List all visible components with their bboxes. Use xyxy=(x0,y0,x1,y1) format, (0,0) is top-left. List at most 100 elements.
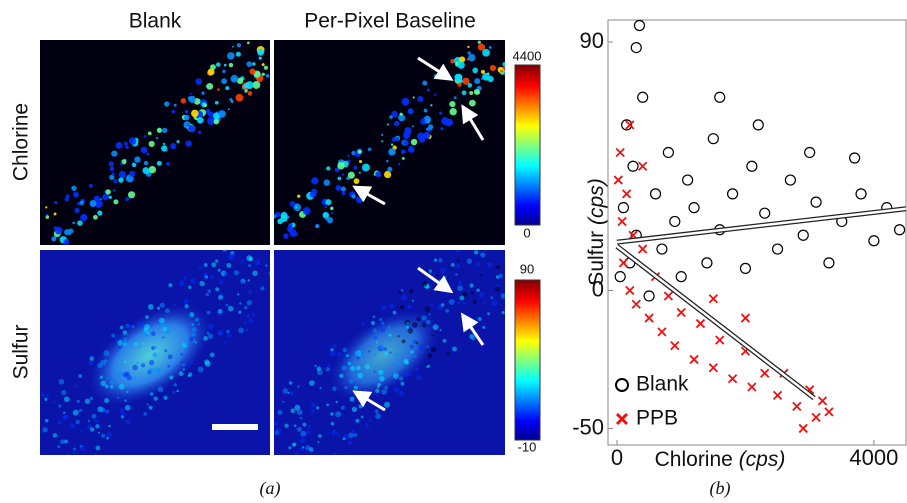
speckle xyxy=(330,347,334,352)
speckle xyxy=(240,258,245,263)
speckle xyxy=(428,313,431,316)
speckle xyxy=(207,68,215,76)
point xyxy=(792,401,802,412)
speckle xyxy=(467,51,471,55)
speckle xyxy=(305,445,311,450)
speckle xyxy=(283,233,289,239)
speckle xyxy=(457,82,462,87)
speckle xyxy=(397,162,401,166)
speckle xyxy=(423,282,428,287)
speckle xyxy=(269,289,270,292)
speckle xyxy=(289,391,295,396)
row-title: Chlorine xyxy=(10,103,33,181)
speckle xyxy=(64,439,68,444)
speckle xyxy=(506,273,510,277)
speckle xyxy=(386,123,389,126)
image xyxy=(40,40,270,245)
speckle xyxy=(456,263,461,268)
speckle xyxy=(189,312,195,318)
speckle xyxy=(88,183,93,188)
speckle xyxy=(123,360,127,364)
speckle xyxy=(92,214,98,220)
point xyxy=(771,243,784,255)
speckle xyxy=(282,388,288,394)
speckle xyxy=(300,447,304,451)
speckle xyxy=(247,289,250,292)
speckle xyxy=(99,198,102,201)
speckle xyxy=(239,302,242,305)
speckle xyxy=(146,152,150,156)
speckle xyxy=(315,224,320,229)
speckle xyxy=(425,363,429,366)
speckle xyxy=(413,354,417,358)
arrow xyxy=(417,56,454,81)
speckle xyxy=(247,91,253,96)
arrows xyxy=(352,56,485,412)
speckle xyxy=(224,272,229,277)
speckle xyxy=(353,165,358,170)
speckle xyxy=(70,423,76,429)
speckle xyxy=(335,400,338,404)
speckle xyxy=(469,283,474,288)
speckle xyxy=(400,149,406,155)
speckle xyxy=(238,310,242,314)
speckle xyxy=(176,389,180,393)
speckle xyxy=(423,131,431,139)
speckle xyxy=(342,347,347,353)
speckle xyxy=(372,328,378,333)
speckle xyxy=(188,364,191,368)
speckle xyxy=(137,320,143,327)
speckle xyxy=(41,392,46,397)
speckle xyxy=(296,426,302,432)
speckle xyxy=(308,380,315,386)
speckle xyxy=(368,419,372,422)
speckle xyxy=(441,117,450,126)
speckle xyxy=(95,445,101,451)
speckle xyxy=(402,140,409,147)
speckle xyxy=(428,269,433,273)
speckle xyxy=(240,280,244,285)
speckle xyxy=(72,409,79,416)
speckle xyxy=(208,323,214,330)
speckle xyxy=(282,400,285,404)
speckle xyxy=(324,217,328,220)
speckle xyxy=(248,263,252,267)
speckle xyxy=(63,414,69,419)
speckle xyxy=(131,325,135,329)
speckle xyxy=(148,405,153,410)
speckle xyxy=(393,373,399,379)
speckle xyxy=(482,48,490,57)
speckle xyxy=(404,360,409,365)
point xyxy=(669,215,681,228)
speckle xyxy=(143,412,147,416)
y-unit: (cps) xyxy=(585,178,608,225)
speckle xyxy=(351,406,357,413)
speckle xyxy=(466,58,470,61)
speckle xyxy=(235,51,241,57)
speckle xyxy=(152,352,158,358)
speckle xyxy=(178,371,184,377)
speckle xyxy=(424,306,431,313)
speckle xyxy=(221,78,227,85)
speckle xyxy=(162,127,168,134)
speckle xyxy=(347,154,350,157)
panel-label: (a) xyxy=(260,478,281,499)
speckle xyxy=(326,403,329,407)
colorbar-min: 0 xyxy=(523,225,530,240)
speckle xyxy=(215,62,221,67)
speckle xyxy=(288,446,292,450)
speckle xyxy=(326,166,331,171)
speckle xyxy=(133,376,137,380)
speckle xyxy=(454,250,460,253)
speckle xyxy=(322,212,330,219)
speckle xyxy=(105,189,111,195)
speckle xyxy=(442,275,447,280)
speckle xyxy=(367,147,372,151)
speckle xyxy=(65,194,70,198)
speckle xyxy=(326,216,334,224)
speckle xyxy=(457,301,461,305)
speckle xyxy=(173,383,178,387)
speckle xyxy=(104,398,110,404)
speckle xyxy=(219,279,224,285)
